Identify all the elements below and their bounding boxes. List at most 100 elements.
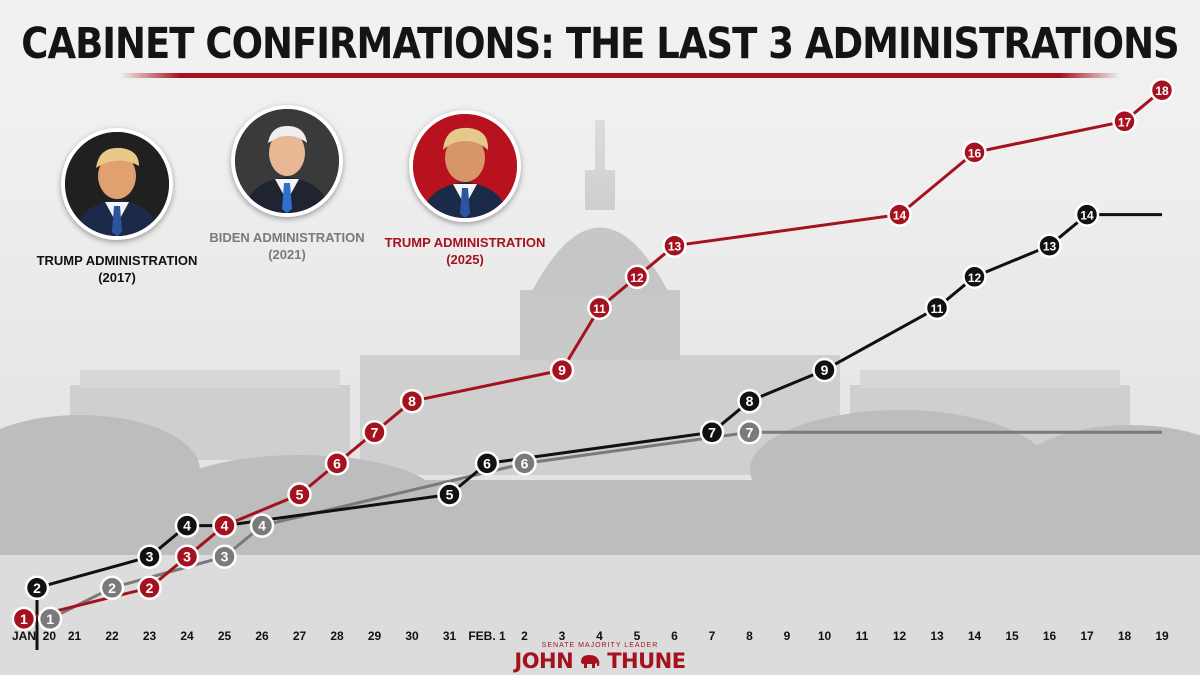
data-point-label: 12	[630, 271, 644, 285]
x-tick-label: 9	[784, 629, 791, 643]
data-point: 9	[549, 357, 575, 383]
data-point-marker	[624, 264, 650, 290]
legend-biden-2021: BIDEN ADMINISTRATION (2021)	[187, 105, 387, 263]
data-point-label: 6	[521, 455, 529, 471]
data-point: 5	[437, 482, 462, 507]
data-point: 8	[737, 388, 762, 414]
data-point-marker	[212, 544, 237, 569]
data-point-label: 14	[1080, 209, 1094, 223]
x-tick-label: 5	[634, 629, 641, 643]
data-point-label: 3	[221, 549, 229, 565]
footer-first-name: JOHN	[514, 649, 574, 673]
data-point-label: 16	[968, 146, 982, 160]
x-tick-label: 8	[746, 629, 753, 643]
data-point: 8	[399, 388, 425, 414]
x-tick-label: 4	[596, 629, 603, 643]
data-point-label: 12	[968, 271, 982, 285]
data-point-marker	[24, 575, 50, 601]
x-tick-label: 16	[1043, 629, 1057, 643]
data-point-marker	[512, 451, 537, 476]
x-tick-label: 13	[930, 629, 944, 643]
data-point-label: 8	[408, 393, 416, 409]
data-point-label: 4	[183, 518, 191, 534]
data-point-marker	[11, 606, 37, 632]
series-line-2	[23, 89, 1163, 621]
data-point: 9	[812, 357, 837, 383]
data-point-marker	[549, 357, 575, 383]
data-point-label: 2	[108, 580, 116, 596]
data-point-marker	[812, 357, 837, 383]
data-point: 6	[324, 451, 350, 476]
data-point: 2	[137, 575, 162, 601]
x-tick-label: 3	[559, 629, 566, 643]
x-tick-label: 6	[671, 629, 678, 643]
x-tick-label: 25	[218, 629, 232, 643]
data-point: 13	[662, 233, 687, 258]
x-tick-label: 24	[180, 629, 194, 643]
x-tick-label: 14	[968, 629, 982, 643]
data-point-marker	[737, 420, 762, 445]
page-title: CABINET CONFIRMATIONS: THE LAST 3 ADMINI…	[21, 18, 1179, 69]
x-tick-label: 18	[1118, 629, 1132, 643]
legend-trump-2025: TRUMP ADMINISTRATION (2025)	[365, 110, 565, 268]
data-point-marker	[249, 513, 275, 538]
data-point-marker	[174, 513, 200, 538]
data-point-marker	[137, 575, 162, 601]
data-point: 14	[887, 202, 912, 227]
data-point-label: 4	[221, 518, 229, 534]
biden-2021-portrait	[231, 105, 343, 217]
data-point: 4	[212, 513, 237, 538]
data-point-marker	[37, 606, 63, 632]
data-point-marker	[887, 202, 912, 227]
data-point: 5	[287, 482, 312, 507]
data-point-label: 2	[146, 580, 154, 596]
data-point-label: 4	[258, 518, 266, 534]
data-point-marker	[699, 420, 725, 445]
legend-trump-2025-name: TRUMP ADMINISTRATION	[384, 235, 546, 250]
data-point: 14	[1074, 202, 1100, 227]
data-point-label: 11	[593, 302, 606, 316]
data-point-label: 1	[46, 611, 54, 627]
data-point-label: 9	[558, 362, 566, 378]
trump-2017-portrait	[61, 128, 173, 240]
data-point-label: 8	[746, 393, 754, 409]
data-point: 4	[249, 513, 275, 538]
x-tick-label: JAN. 20	[12, 629, 56, 643]
data-point: 7	[737, 420, 762, 445]
data-point-label: 18	[1155, 84, 1169, 98]
data-point-marker	[587, 295, 612, 321]
data-point-label: 14	[893, 209, 907, 223]
data-point-marker	[474, 451, 500, 476]
x-tick-label: 7	[709, 629, 716, 643]
data-point-label: 7	[746, 424, 754, 440]
legend-trump-2025-year: (2025)	[446, 252, 484, 267]
x-tick-label: 30	[405, 629, 419, 643]
data-point-marker	[962, 264, 987, 290]
data-point: 4	[174, 513, 200, 538]
data-point-label: 17	[1118, 115, 1132, 129]
x-tick-label: 26	[255, 629, 269, 643]
x-tick-label: 21	[68, 629, 82, 643]
data-point: 6	[512, 451, 537, 476]
data-point: 12	[624, 264, 650, 290]
x-tick-label: 17	[1080, 629, 1094, 643]
data-point: 18	[1149, 77, 1175, 103]
x-tick-label: 10	[818, 629, 832, 643]
data-point: 11	[587, 295, 612, 321]
title-underline	[120, 73, 1120, 78]
data-point-label: 13	[668, 240, 682, 254]
x-tick-label: 11	[856, 629, 869, 643]
data-point-label: 6	[333, 455, 341, 471]
data-point-marker	[399, 388, 425, 414]
elephant-icon	[581, 655, 600, 668]
data-point: 12	[962, 264, 987, 290]
data-point-marker	[1112, 109, 1137, 134]
data-point-label: 2	[33, 580, 41, 596]
data-point-label: 11	[931, 302, 944, 316]
series-markers: 1234672345678911121314123456789111213141…	[11, 77, 1175, 632]
data-point-marker	[962, 140, 987, 165]
data-point-label: 9	[821, 362, 829, 378]
